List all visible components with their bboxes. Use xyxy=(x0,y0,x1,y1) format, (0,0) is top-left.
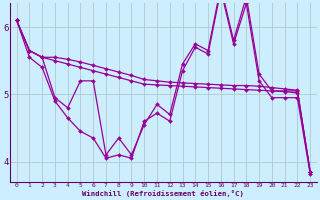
X-axis label: Windchill (Refroidissement éolien,°C): Windchill (Refroidissement éolien,°C) xyxy=(83,190,244,197)
